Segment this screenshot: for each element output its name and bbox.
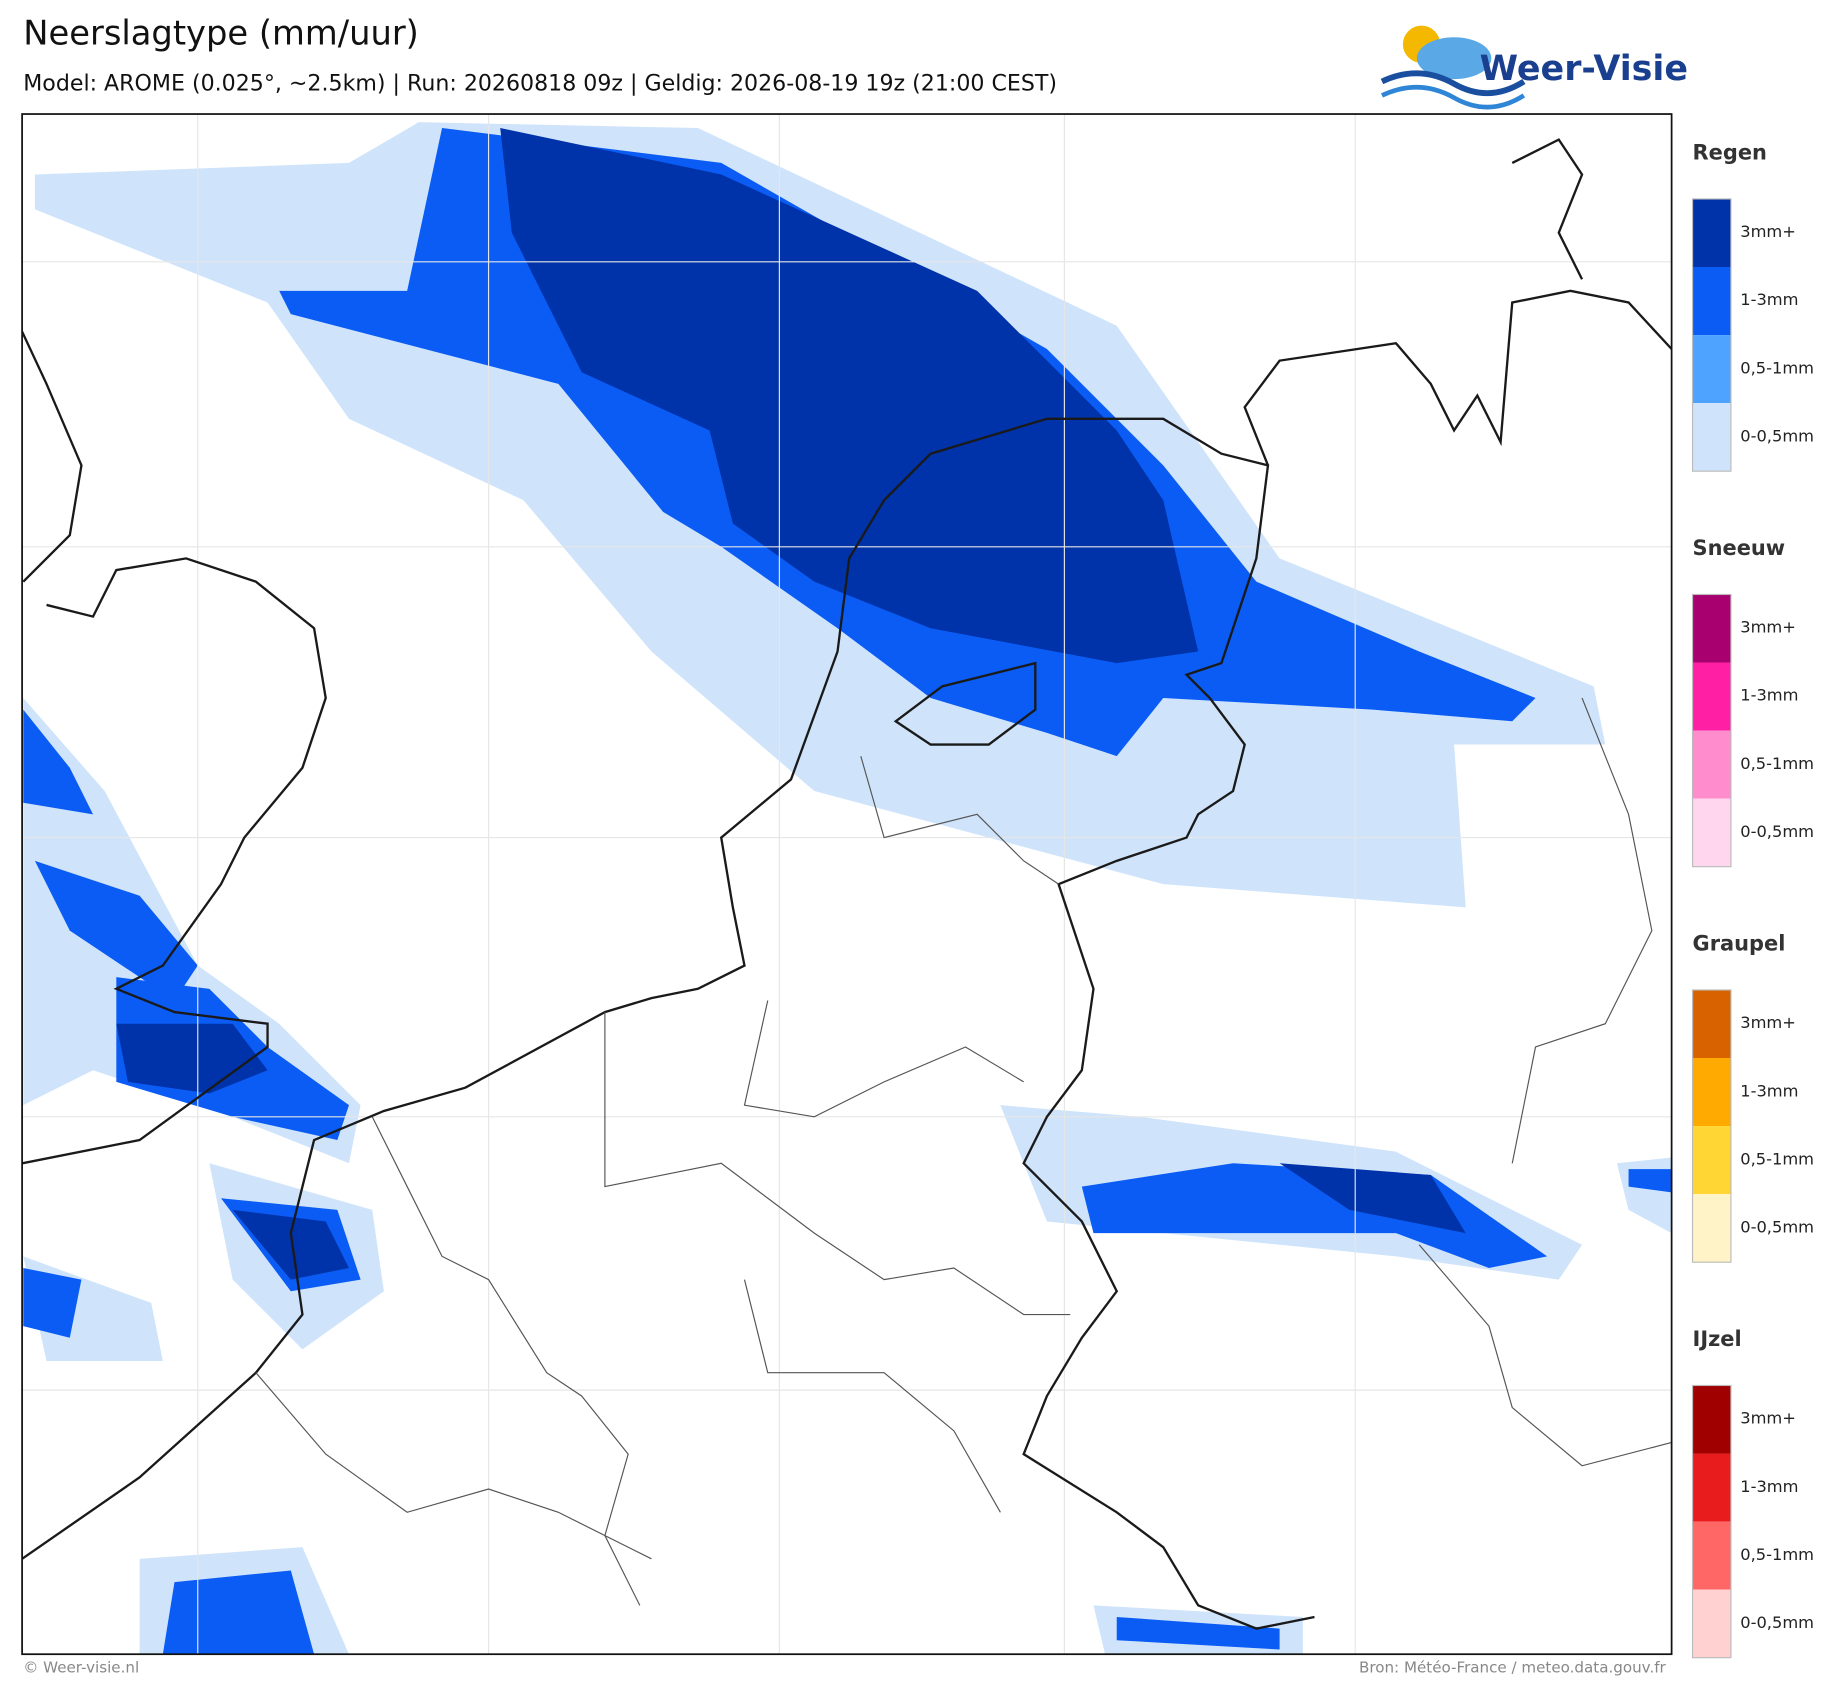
legend-swatch (1692, 267, 1731, 336)
legend-label: 0,5-1mm (1740, 1545, 1814, 1564)
precip-medium-shape (23, 1268, 82, 1338)
legend-label: 0-0,5mm (1740, 822, 1814, 841)
logo-icon-shape (1380, 70, 1526, 97)
legend-swatch (1692, 594, 1731, 663)
legend-frame (1691, 593, 1732, 868)
precip-heavy-shape (1279, 1163, 1466, 1234)
logo-icon (1380, 25, 1526, 110)
coastline (22, 138, 1672, 1630)
legend-swatch (1692, 662, 1731, 731)
coastline-shape (22, 331, 327, 1165)
legend-label: 0-0,5mm (1740, 1217, 1814, 1236)
legend-label: 3mm+ (1740, 618, 1796, 637)
logo-text: Weer-Visie (1480, 49, 1688, 89)
legend-swatch (1692, 335, 1731, 404)
legend-title: Regen (1693, 141, 1767, 165)
legend-label: 3mm+ (1740, 1013, 1796, 1032)
legend-swatch (1692, 1126, 1731, 1195)
precip-light-shape (23, 698, 361, 1164)
legend-swatch (1692, 1058, 1731, 1127)
legend-label: 1-3mm (1740, 290, 1798, 309)
legend-title: Graupel (1693, 932, 1786, 956)
legend-swatch (1692, 1385, 1731, 1454)
legend-swatch (1692, 1194, 1731, 1263)
precip-heavy-shape (232, 1209, 349, 1280)
map (22, 114, 1672, 1655)
legend-label: 3mm+ (1740, 1409, 1796, 1428)
legend-title: Sneeuw (1693, 536, 1786, 560)
legend-swatch (1692, 1521, 1731, 1590)
legend-frame (1691, 1384, 1732, 1659)
legend-label: 3mm+ (1740, 222, 1796, 241)
precip-medium-shape (1116, 1616, 1280, 1650)
legend-swatch (1692, 198, 1731, 268)
legend-label: 0,5-1mm (1740, 358, 1814, 377)
legend: Regen 3mm+ 1-3mm 0,5-1mm 0-0,5mm Sneeuw 3mm+ 1-… (1691, 141, 1814, 1659)
title: Neerslagtype (mm/uur) (23, 13, 419, 52)
legend-swatch (1692, 403, 1731, 472)
coastline-shape (22, 417, 1315, 1630)
legend-label: 1-3mm (1740, 1477, 1798, 1496)
legend-label: 0-0,5mm (1740, 1613, 1814, 1632)
footer-left: © Weer-visie.nl (23, 1659, 139, 1677)
coastline-shape (893, 661, 1037, 746)
precip-medium-shape (23, 709, 94, 815)
legend-label: 1-3mm (1740, 1081, 1798, 1100)
legend-swatch (1692, 798, 1731, 867)
legend-swatch (1692, 730, 1731, 799)
legend-frame (1691, 989, 1732, 1263)
legend-label: 1-3mm (1740, 686, 1798, 705)
legend-label: 0,5-1mm (1740, 754, 1814, 773)
precip-medium-shape (162, 1570, 315, 1655)
legend-swatch (1692, 1453, 1731, 1522)
logo-icon-shape (1416, 37, 1492, 80)
footer-right: Bron: Météo-France / meteo.data.gouv.fr (1359, 1659, 1667, 1677)
subtitle: Model: AROME (0.025°, ~2.5km) | Run: 202… (23, 70, 1057, 96)
precip-medium-shape (1628, 1169, 1672, 1193)
legend-label: 0-0,5mm (1740, 426, 1814, 445)
legend-title: IJzel (1693, 1327, 1742, 1351)
legend-label: 0,5-1mm (1740, 1149, 1814, 1168)
legend-frame (1691, 198, 1732, 472)
borders-shape (255, 697, 1672, 1606)
borders (255, 697, 1672, 1606)
logo-icon-shape (1380, 84, 1526, 110)
legend-swatch (1692, 1589, 1731, 1658)
precip-medium-shape (34, 860, 198, 1001)
grid (22, 114, 1672, 1655)
coastline-shape (1243, 138, 1672, 466)
map-frame (21, 113, 1673, 1656)
precip-heavy-shape (116, 1023, 268, 1094)
legend-swatch (1692, 989, 1731, 1059)
